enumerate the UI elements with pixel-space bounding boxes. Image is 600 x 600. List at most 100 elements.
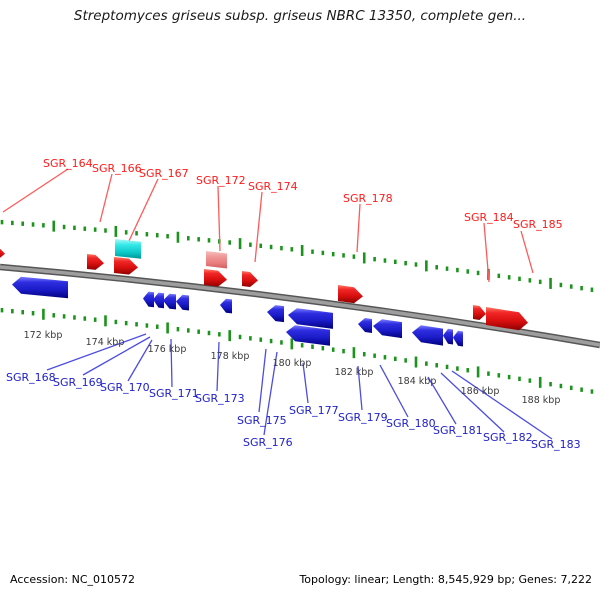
ruler-tick-top: [497, 273, 501, 279]
gene-label-sgr_166[interactable]: SGR_166: [92, 162, 142, 175]
gene-arrow-b1[interactable]: [12, 276, 68, 299]
leader-line-sgr_168: [46, 333, 147, 371]
ruler-tick-top: [176, 231, 180, 243]
gene-arrow-SGR_182-gene[interactable]: [443, 328, 453, 345]
gene-arrow-SGR_185-gene[interactable]: [486, 307, 528, 331]
ruler-tick-bottom: [435, 363, 438, 368]
ruler-tick-top: [145, 232, 149, 237]
ruler-tick-bottom: [342, 348, 345, 354]
gene-label-sgr_179[interactable]: SGR_179: [338, 411, 388, 424]
gene-arrow-g4[interactable]: [114, 257, 138, 275]
gene-arrow-SGR_176-gene[interactable]: [288, 308, 333, 329]
ruler-tick-bottom: [93, 317, 97, 322]
ruler-tick-top: [259, 243, 263, 249]
leader-line-sgr_176: [263, 351, 278, 436]
ruler-label-188-kbp: 188 kbp: [522, 395, 561, 406]
gene-arrow-SGR_180-gene[interactable]: [373, 319, 402, 339]
leader-line-sgr_164: [2, 168, 69, 213]
gene-label-sgr_167[interactable]: SGR_167: [139, 167, 189, 180]
ruler-tick-top: [238, 238, 242, 250]
ruler-label-186-kbp: 186 kbp: [461, 386, 500, 397]
gene-arrow-SGR_171-gene[interactable]: [176, 294, 189, 311]
ruler-label-182-kbp: 182 kbp: [335, 367, 374, 378]
gene-arrow-SGR_173-gene[interactable]: [220, 298, 232, 314]
leader-line-sgr_180: [379, 364, 409, 418]
ruler-tick-bottom: [507, 374, 511, 380]
ruler-tick-bottom: [590, 389, 594, 394]
ruler-tick-top: [590, 287, 594, 292]
gene-arrow-g7[interactable]: [242, 271, 258, 287]
gene-arrow-SGR_169-gene[interactable]: [153, 292, 164, 309]
ruler-tick-bottom: [166, 322, 169, 334]
ruler-tick-bottom: [176, 326, 180, 332]
leader-line-sgr_169: [82, 336, 151, 376]
gene-label-sgr_177[interactable]: SGR_177: [289, 404, 339, 417]
ticks-layer: [0, 219, 594, 394]
leader-line-sgr_173: [216, 341, 220, 392]
gene-arrow-SGR_179-gene[interactable]: [358, 318, 372, 333]
ruler-tick-bottom: [580, 387, 583, 392]
ruler-tick-top: [31, 222, 35, 227]
ruler-tick-bottom: [280, 340, 283, 345]
gene-label-sgr_185[interactable]: SGR_185: [513, 218, 563, 231]
gene-label-sgr_174[interactable]: SGR_174: [248, 180, 298, 193]
gene-arrow-SGR_172-gene[interactable]: [206, 251, 227, 269]
gene-arrow-SGR_184-gene[interactable]: [473, 305, 486, 320]
gene-arrow-SGR_181-gene[interactable]: [412, 325, 443, 346]
leader-line-sgr_172: [217, 185, 221, 252]
gene-arrow-SGR_183-gene[interactable]: [453, 330, 463, 347]
gene-arrow-g2[interactable]: [87, 254, 104, 270]
gene-label-sgr_178[interactable]: SGR_178: [343, 192, 393, 205]
ruler-tick-top: [290, 247, 294, 252]
ruler-tick-bottom: [383, 355, 387, 360]
leader-line-sgr_179: [357, 365, 363, 411]
gene-label-sgr_164[interactable]: SGR_164: [43, 157, 93, 170]
gene-label-sgr_182[interactable]: SGR_182: [483, 431, 533, 444]
gene-label-sgr_173[interactable]: SGR_173: [195, 392, 245, 405]
gene-label-sgr_176[interactable]: SGR_176: [243, 436, 293, 449]
gene-arrow-SGR_168-gene[interactable]: [143, 291, 154, 308]
gene-arrow-SGR_170-gene[interactable]: [163, 293, 176, 310]
gene-arrow-SGR_177-gene[interactable]: [286, 325, 330, 346]
gene-label-sgr_169[interactable]: SGR_169: [53, 376, 103, 389]
ruler-tick-bottom: [331, 347, 335, 352]
leader-line-sgr_175: [258, 348, 267, 413]
gene-label-sgr_172[interactable]: SGR_172: [196, 174, 246, 187]
gene-label-sgr_168[interactable]: SGR_168: [6, 371, 56, 384]
gene-label-sgr_183[interactable]: SGR_183: [531, 438, 581, 451]
ruler-tick-top: [300, 244, 304, 256]
ruler-tick-bottom: [466, 368, 470, 373]
gene-arrow-g6[interactable]: [204, 269, 227, 287]
ruler-tick-top: [362, 252, 366, 264]
ruler-tick-top: [249, 242, 252, 247]
leader-line-sgr_178: [356, 203, 361, 253]
ruler-tick-top: [155, 233, 159, 238]
leader-line-sgr_181: [427, 376, 457, 425]
gene-arrow-SGR_175-gene[interactable]: [267, 305, 284, 323]
ruler-tick-bottom: [52, 313, 56, 318]
page-title: Streptomyces griseus subsp. griseus NBRC…: [73, 8, 527, 24]
gene-label-sgr_181[interactable]: SGR_181: [433, 424, 483, 437]
ruler-tick-top: [528, 278, 532, 283]
gene-label-sgr_180[interactable]: SGR_180: [386, 417, 436, 430]
gene-label-sgr_184[interactable]: SGR_184: [464, 211, 514, 224]
ruler-tick-top: [21, 221, 24, 226]
ruler-tick-bottom: [0, 307, 4, 313]
leader-line-sgr_184: [483, 222, 490, 283]
ruler-tick-bottom: [487, 371, 490, 376]
gene-label-sgr_175[interactable]: SGR_175: [237, 414, 287, 427]
ruler-tick-top: [342, 253, 345, 258]
gene-label-sgr_170[interactable]: SGR_170: [100, 381, 150, 394]
gene-label-sgr_171[interactable]: SGR_171: [149, 387, 199, 400]
gene-arrow-SGR_167-gene[interactable]: [115, 239, 141, 259]
gene-arrow-SGR_178-gene[interactable]: [338, 285, 363, 304]
ruler-tick-top: [52, 220, 56, 232]
ruler-tick-top: [0, 219, 4, 225]
ruler-tick-bottom: [269, 338, 273, 344]
ruler-tick-top: [559, 282, 563, 288]
ruler-tick-bottom: [352, 347, 356, 359]
ruler-tick-bottom: [73, 315, 76, 320]
ruler-tick-bottom: [456, 366, 459, 371]
gene-arrow-edge-partial[interactable]: [0, 246, 5, 260]
